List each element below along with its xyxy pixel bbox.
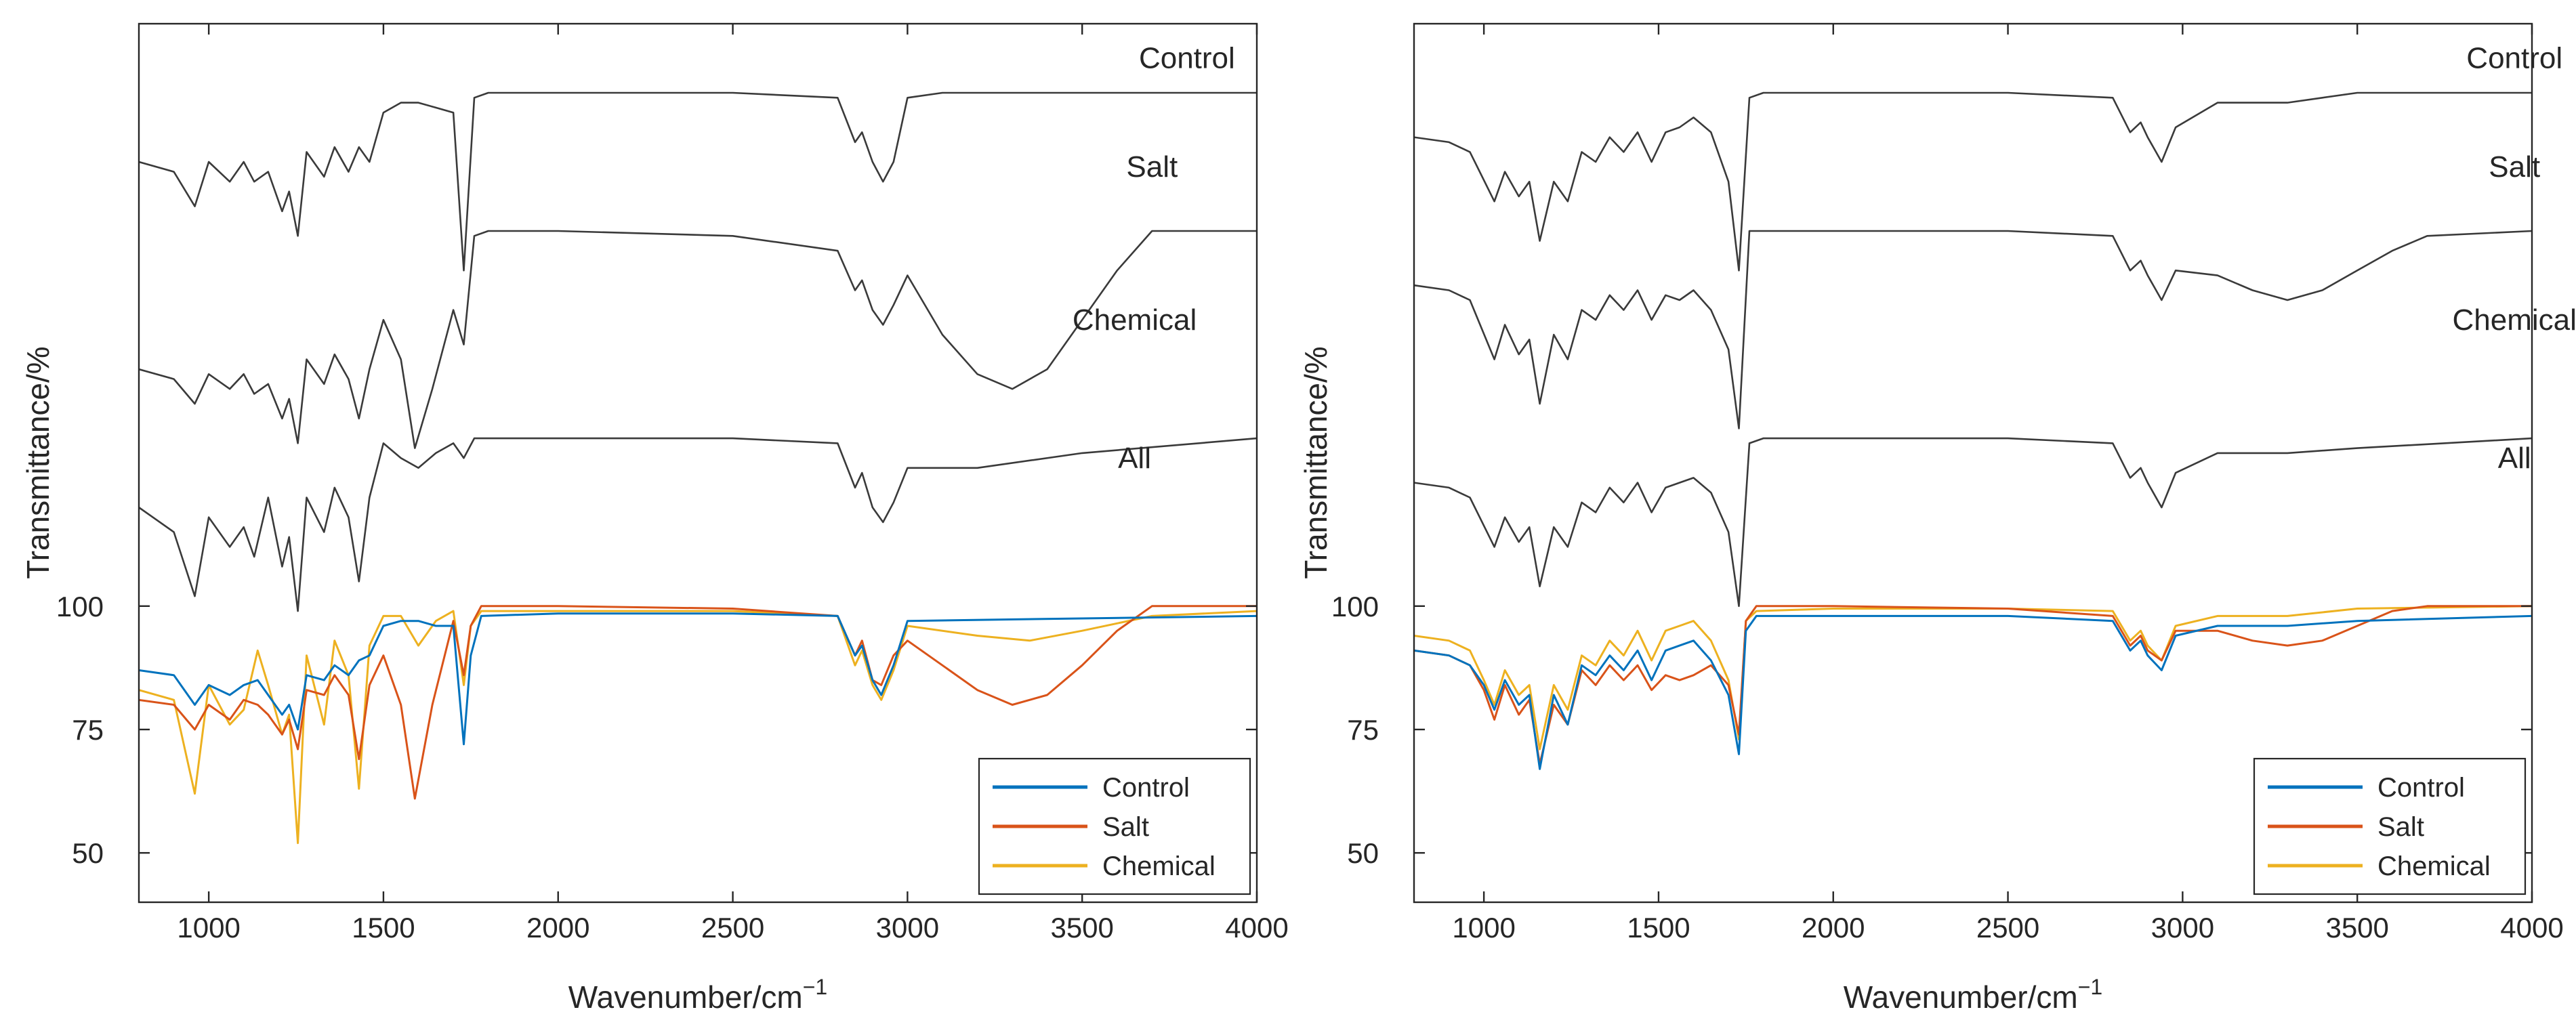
stack-label-salt: Salt <box>2489 150 2540 184</box>
y-tick-label: 100 <box>1331 591 1379 622</box>
y-tick-label: 100 <box>56 591 104 622</box>
right-x-axis-label-sup: −1 <box>2078 975 2102 999</box>
series-line-chemical <box>1414 605 2532 751</box>
x-tick-label: 4000 <box>1225 912 1288 944</box>
stacked-trace-control <box>139 91 1257 272</box>
x-tick-label: 1500 <box>1627 912 1690 944</box>
stacked-trace-salt <box>1414 230 2532 429</box>
series-line-salt <box>1414 605 2532 765</box>
left-x-axis-label-text: Wavenumber/cm <box>568 979 803 1015</box>
x-tick-label: 2000 <box>526 912 589 944</box>
left-x-ticks: 1000 1500 2000 2500 3000 3500 4000 <box>177 24 1289 944</box>
left-y-axis-label: Transmittance/% <box>20 346 56 578</box>
x-tick-label: 3000 <box>876 912 939 944</box>
x-tick-label: 2500 <box>1976 912 2039 944</box>
series-line-salt <box>139 605 1257 800</box>
left-x-axis-label-sup: −1 <box>803 975 827 999</box>
y-tick-label: 75 <box>1347 714 1379 746</box>
x-tick-label: 1500 <box>352 912 415 944</box>
y-tick-label: 50 <box>72 837 104 869</box>
x-tick-label: 1000 <box>177 912 240 944</box>
left-y-ticks: 50 75 100 <box>56 591 1257 869</box>
right-axes-frame <box>1413 22 2533 904</box>
right-x-axis-label-text: Wavenumber/cm <box>1844 979 2078 1015</box>
y-tick-label: 75 <box>72 714 104 746</box>
x-tick-label: 3500 <box>2325 912 2388 944</box>
series-line-control <box>139 612 1257 746</box>
stack-label-salt: Salt <box>1126 150 1178 184</box>
x-tick-label: 2500 <box>701 912 764 944</box>
stacked-trace-salt <box>139 230 1257 449</box>
stacked-trace-chemical <box>1414 437 2532 608</box>
legend-label-control: Control <box>2377 773 2465 803</box>
stack-label-all: All <box>2498 442 2531 475</box>
x-tick-label: 2000 <box>1802 912 1865 944</box>
right-stack-labels: Control Salt Chemical All <box>2453 42 2576 475</box>
right-legend: Control Salt Chemical <box>2253 757 2527 895</box>
stack-label-all: All <box>1118 442 1151 475</box>
left-plot-area <box>139 91 1257 845</box>
legend-label-salt: Salt <box>2377 812 2424 842</box>
stack-label-control: Control <box>2466 42 2562 75</box>
x-tick-label: 3500 <box>1050 912 1113 944</box>
stack-label-chemical: Chemical <box>1073 303 1197 337</box>
x-tick-label: 4000 <box>2500 912 2563 944</box>
series-line-control <box>1414 614 2532 770</box>
x-tick-label: 1000 <box>1452 912 1515 944</box>
left-axes-frame <box>138 22 1258 904</box>
stacked-trace-control <box>1414 91 2532 272</box>
left-chart-panel: 1000 1500 2000 2500 3000 3500 4000 50 75 100 Con… <box>20 22 1289 1015</box>
legend-label-salt: Salt <box>1102 812 1149 842</box>
stack-label-chemical: Chemical <box>2453 303 2576 337</box>
stack-label-control: Control <box>1139 42 1235 75</box>
right-y-axis-label: Transmittance/% <box>1298 346 1333 578</box>
left-stack-labels: Control Salt Chemical All <box>1073 42 1235 475</box>
x-tick-label: 3000 <box>2151 912 2214 944</box>
stacked-trace-chemical <box>139 437 1257 612</box>
right-chart-panel: 1000 1500 2000 2500 3000 3500 4000 50 75 100 Con… <box>1298 22 2576 1015</box>
legend-label-control: Control <box>1102 773 1190 803</box>
right-x-axis-label: Wavenumber/cm−1 <box>1844 975 2102 1015</box>
right-x-ticks: 1000 1500 2000 2500 3000 3500 4000 <box>1452 24 2564 944</box>
series-line-chemical <box>139 610 1257 845</box>
legend-label-chemical: Chemical <box>2377 851 2491 881</box>
right-plot-area <box>1414 91 2532 770</box>
left-x-axis-label: Wavenumber/cm−1 <box>568 975 827 1015</box>
legend-label-chemical: Chemical <box>1102 851 1216 881</box>
y-tick-label: 50 <box>1347 837 1379 869</box>
left-legend: Control Salt Chemical <box>978 757 1251 895</box>
right-y-ticks: 50 75 100 <box>1331 591 2532 869</box>
